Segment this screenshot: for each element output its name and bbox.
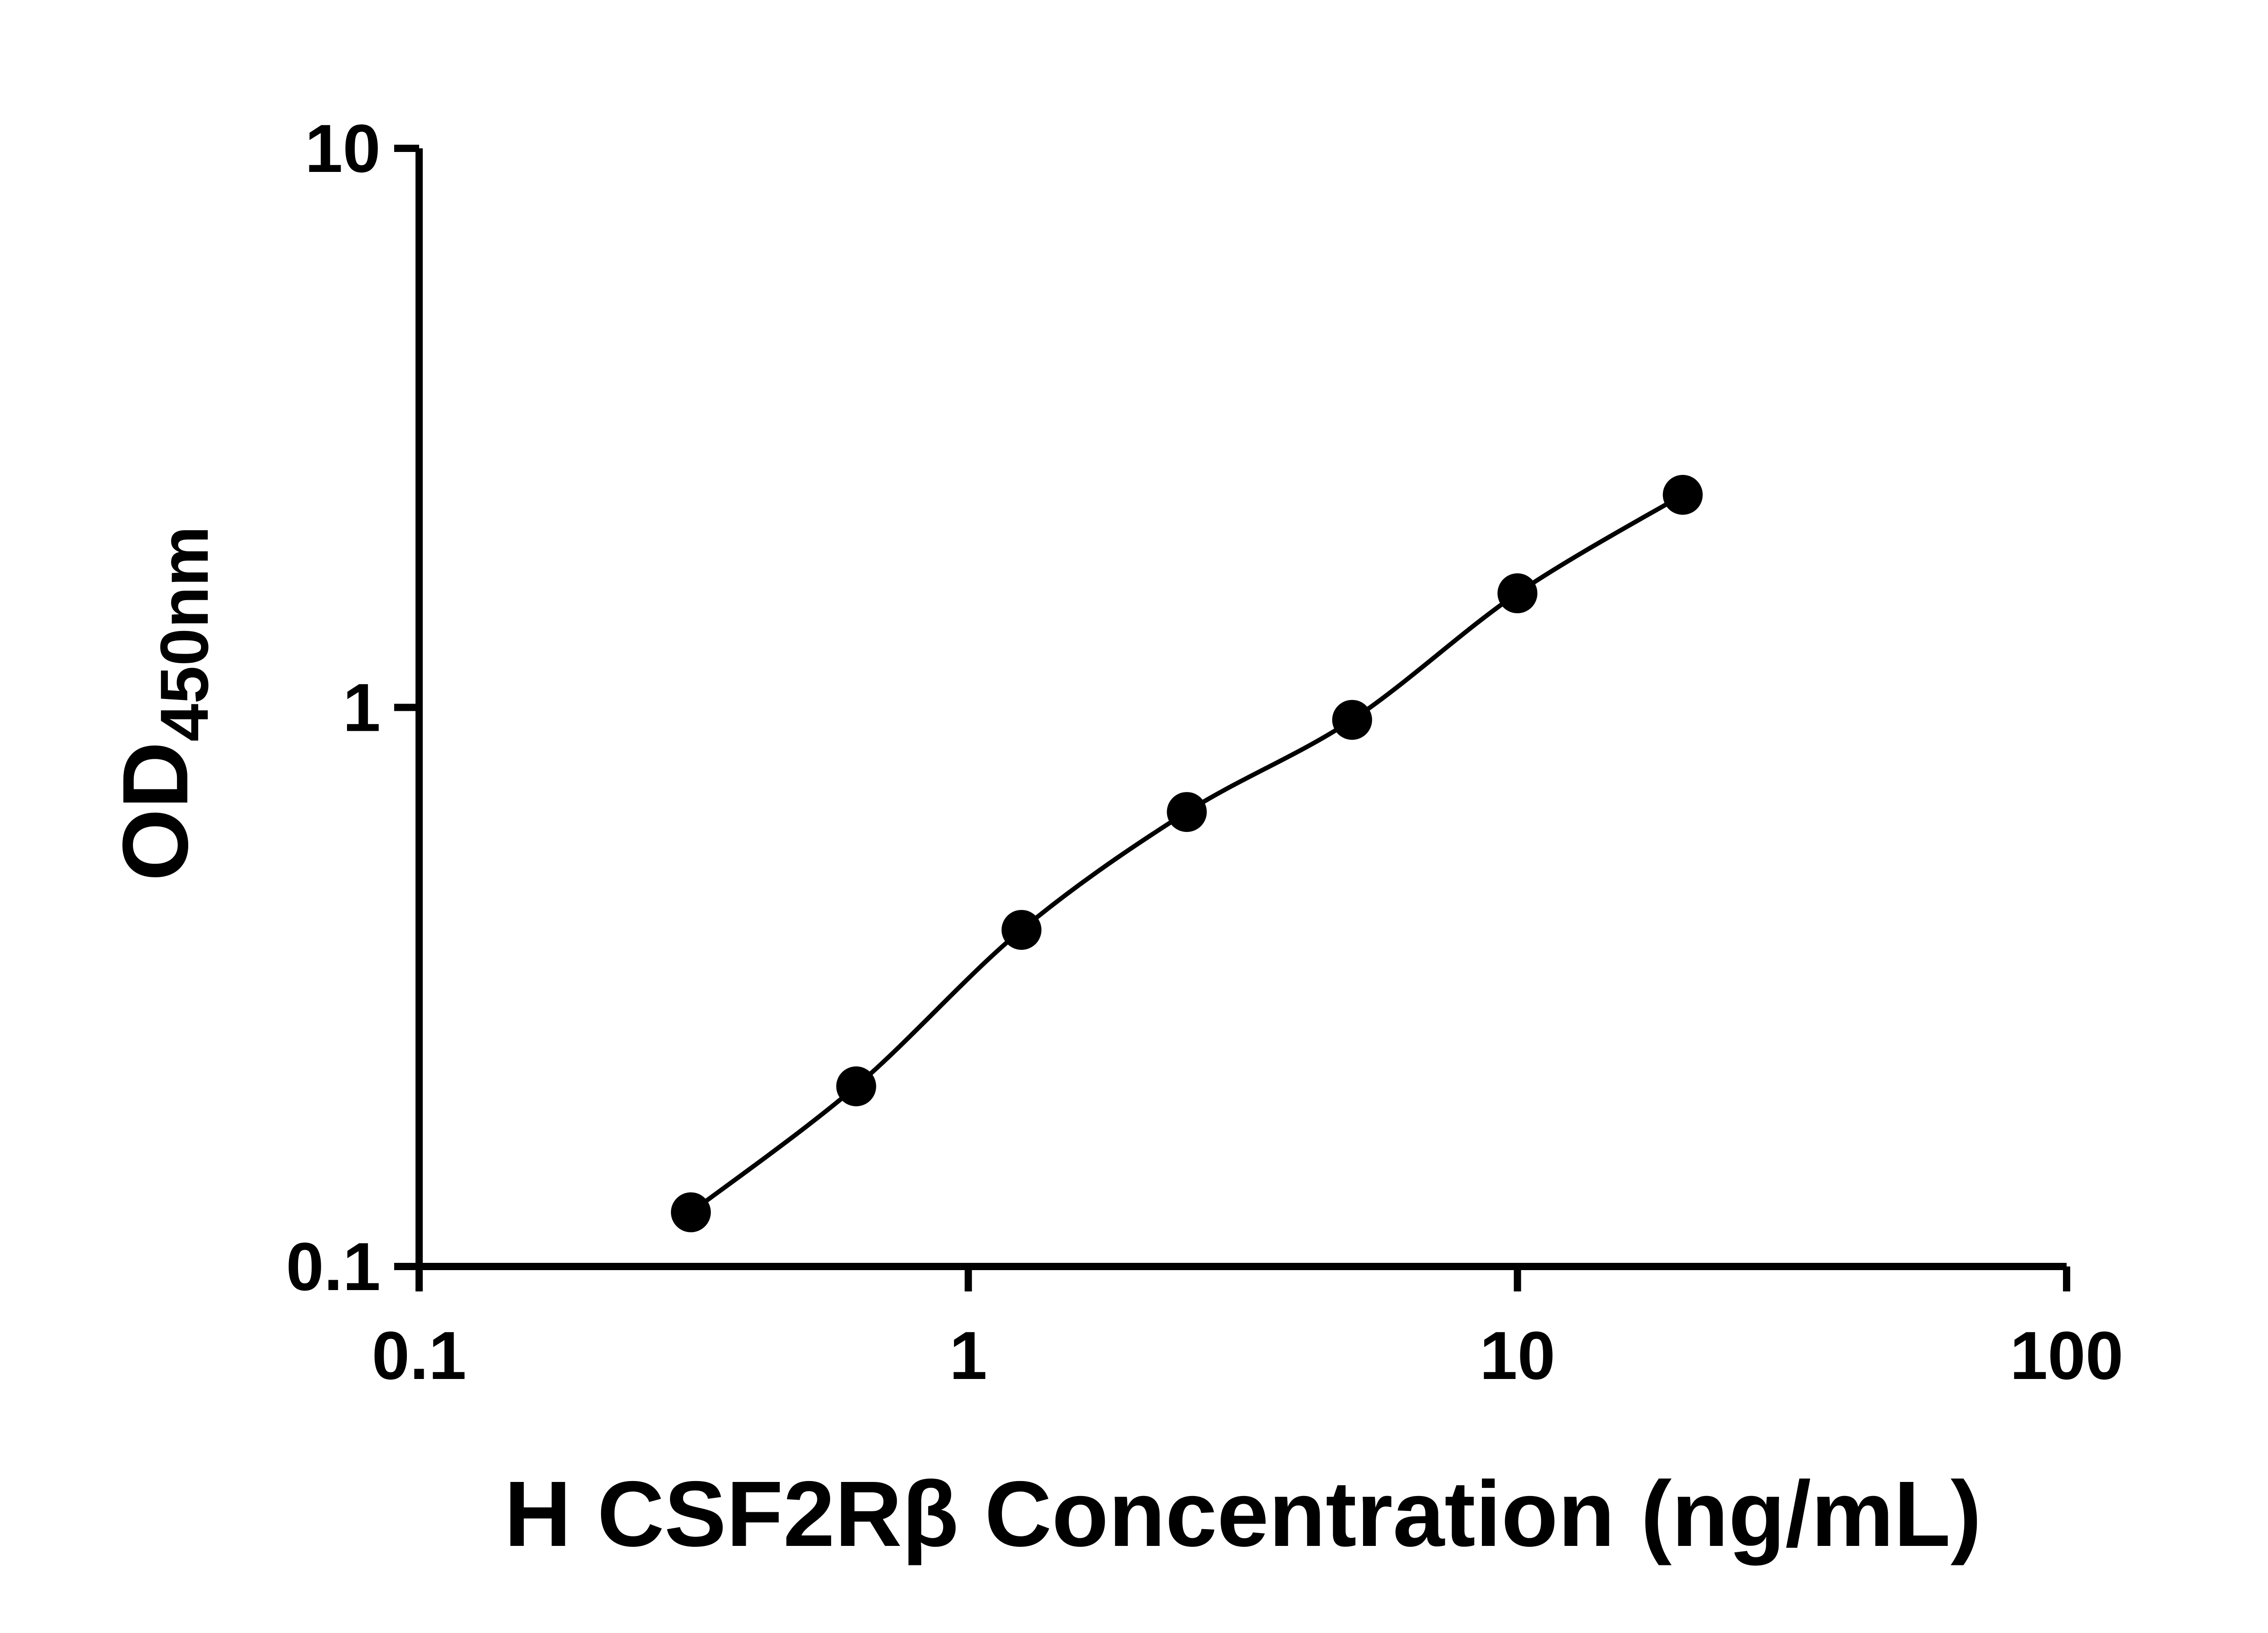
x-tick-label: 1: [949, 1317, 987, 1393]
x-axis-title: H CSF2Rβ Concentration (ng/mL): [504, 1462, 1982, 1566]
y-tick-label: 1: [343, 670, 381, 746]
y-axis-title: OD450nm: [97, 386, 222, 1021]
x-tick-label: 100: [2010, 1317, 2123, 1393]
data-point: [1167, 792, 1207, 832]
data-point: [1662, 474, 1703, 515]
axes-frame: [415, 148, 2067, 1270]
data-point: [671, 1192, 711, 1232]
x-tick-label: 0.1: [372, 1317, 467, 1393]
data-point: [1332, 699, 1372, 740]
y-axis-title-main: OD: [103, 741, 207, 881]
x-tick-label: 10: [1480, 1317, 1555, 1393]
data-point: [1497, 573, 1538, 613]
y-tick-label: 10: [305, 110, 381, 186]
data-point: [836, 1066, 876, 1106]
data-point: [1001, 909, 1041, 950]
y-axis-title-subscript: 450nm: [146, 526, 222, 742]
y-tick-label: 0.1: [286, 1228, 381, 1305]
